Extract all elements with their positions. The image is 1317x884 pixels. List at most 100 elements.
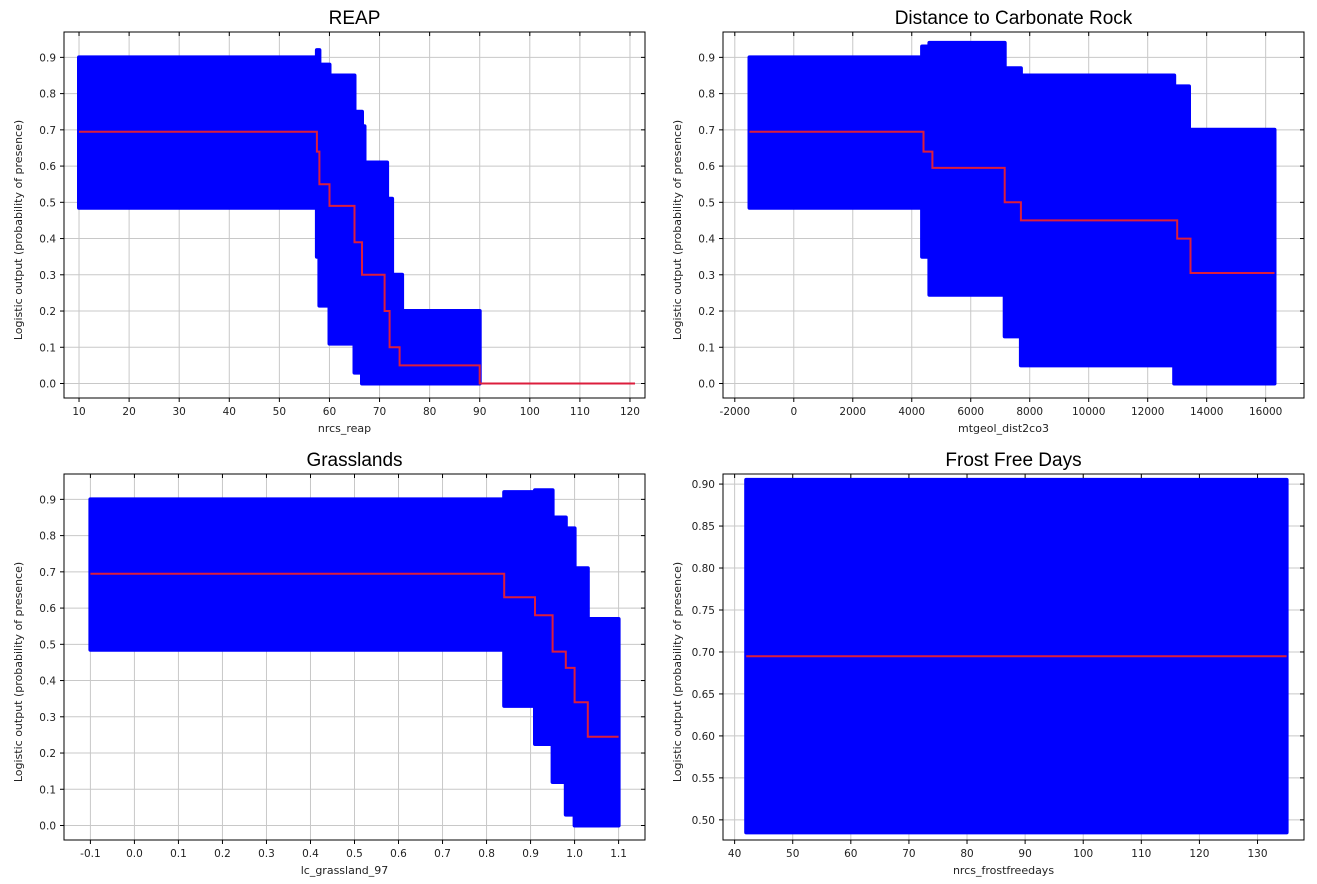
y-tick-label: 0.1 [39, 342, 56, 354]
x-tick-label: -2000 [720, 406, 751, 418]
chart-title: Grasslands [306, 450, 402, 471]
y-tick-label: 0.60 [692, 731, 715, 743]
x-tick-label: 130 [1247, 848, 1267, 860]
x-axis-label: nrcs_reap [318, 422, 371, 435]
y-tick-label: 0.9 [698, 52, 715, 64]
x-tick-label: 12000 [1131, 406, 1164, 418]
chart-panel-carbonate: Distance to Carbonate Rock -2000 0 2000 4000… [659, 0, 1317, 442]
y-tick-label: 0.75 [692, 605, 715, 617]
x-tick-label: 90 [473, 406, 486, 418]
y-tick-label: 0.3 [698, 270, 715, 282]
y-tick-label: 0.4 [39, 676, 56, 688]
x-tick-label: 90 [1018, 848, 1031, 860]
y-tick-label: 0.6 [39, 161, 56, 173]
chart-svg-frostfree: Frost Free Days 40 50 60 70 80 90 100 110 120 130 0… [671, 450, 1305, 877]
chart-svg-reap: REAP 10 20 30 40 50 60 70 80 90 100 110 120 0.0 0.1 0.2… [12, 8, 646, 435]
x-tick-label: 0.0 [126, 848, 143, 860]
x-tick-label: 0.7 [434, 848, 451, 860]
x-tick-label: 0 [790, 406, 797, 418]
confidence-band [747, 40, 1277, 386]
x-tick-label: 40 [728, 848, 741, 860]
y-tick-label: 0.5 [39, 639, 56, 651]
x-tick-label: 10000 [1072, 406, 1105, 418]
y-tick-label: 0.8 [698, 89, 715, 101]
y-tick-label: 0.0 [39, 821, 56, 833]
x-tick-label: -0.1 [80, 848, 101, 860]
y-tick-label: 0.9 [39, 494, 56, 506]
x-tick-label: 4000 [898, 406, 925, 418]
y-tick-label: 0.70 [692, 647, 715, 659]
y-tick-label: 0.2 [39, 748, 56, 760]
y-tick-label: 0.1 [39, 784, 56, 796]
chart-title: Frost Free Days [945, 450, 1081, 471]
x-tick-label: 100 [520, 406, 540, 418]
x-tick-label: 1.1 [610, 848, 627, 860]
x-tick-label: 100 [1073, 848, 1093, 860]
x-tick-label: 120 [620, 406, 640, 418]
y-tick-label: 0.8 [39, 89, 56, 101]
y-tick-label: 0.2 [39, 306, 56, 318]
chart-panel-frostfree: Frost Free Days 40 50 60 70 80 90 100 110 120 130 0… [659, 442, 1317, 884]
chart-svg-grasslands: Grasslands -0.1 0.0 0.1 0.2 0.3 0.4 0.5 0.6 0.7 0.… [12, 450, 646, 877]
x-tick-label: 50 [786, 848, 799, 860]
chart-panel-reap: REAP 10 20 30 40 50 60 70 80 90 100 110 120 0.0 0.1 0.2… [0, 0, 658, 442]
plot-frame [63, 31, 646, 399]
x-tick-label: 40 [223, 406, 236, 418]
y-tick-label: 0.6 [39, 603, 56, 615]
x-tick-label: 0.9 [522, 848, 539, 860]
x-tick-label: 10 [72, 406, 85, 418]
x-tick-label: 20 [122, 406, 135, 418]
x-tick-label: 0.3 [258, 848, 275, 860]
y-tick-label: 0.7 [698, 125, 715, 137]
y-axis-label: Logistic output (probability of presence… [671, 562, 684, 782]
y-axis-label: Logistic output (probability of presence… [12, 562, 25, 782]
x-tick-label: 0.4 [302, 848, 319, 860]
x-tick-label: 60 [323, 406, 336, 418]
y-tick-label: 0.3 [39, 270, 56, 282]
y-tick-label: 0.55 [692, 773, 715, 785]
chart-svg-carbonate: Distance to Carbonate Rock -2000 0 2000 4000… [671, 8, 1305, 435]
x-tick-label: 70 [373, 406, 386, 418]
x-axis-label: mtgeol_dist2co3 [958, 422, 1049, 435]
y-tick-label: 0.85 [692, 521, 715, 533]
x-tick-label: 0.8 [478, 848, 495, 860]
y-tick-label: 0.3 [39, 712, 56, 724]
x-tick-label: 0.6 [390, 848, 407, 860]
y-tick-label: 0.4 [39, 234, 56, 246]
x-tick-label: 110 [570, 406, 590, 418]
y-tick-label: 0.9 [39, 52, 56, 64]
x-tick-label: 80 [960, 848, 973, 860]
mean-response-line [90, 572, 619, 738]
y-tick-label: 0.5 [39, 197, 56, 209]
y-tick-label: 0.4 [698, 234, 715, 246]
x-tick-label: 120 [1189, 848, 1209, 860]
x-tick-label: 70 [902, 848, 915, 860]
x-tick-label: 2000 [839, 406, 866, 418]
x-tick-label: 6000 [957, 406, 984, 418]
x-tick-label: 14000 [1190, 406, 1223, 418]
x-tick-label: 60 [844, 848, 857, 860]
y-tick-label: 0.5 [698, 197, 715, 209]
x-axis-label: lc_grassland_97 [301, 864, 389, 877]
y-tick-label: 0.7 [39, 125, 56, 137]
x-tick-label: 0.5 [346, 848, 363, 860]
y-tick-label: 0.6 [698, 161, 715, 173]
y-tick-label: 0.50 [692, 815, 715, 827]
mean-response-line [79, 130, 635, 385]
x-tick-label: 0.2 [214, 848, 231, 860]
x-tick-label: 8000 [1016, 406, 1043, 418]
mean-response-line [749, 130, 1275, 274]
y-tick-label: 0.0 [39, 379, 56, 391]
plot-frame [722, 473, 1305, 841]
y-axis-label: Logistic output (probability of presence… [12, 120, 25, 340]
y-tick-label: 0.80 [692, 563, 715, 575]
y-tick-label: 0.8 [39, 531, 56, 543]
confidence-band [77, 48, 482, 386]
y-axis-label: Logistic output (probability of presence… [671, 120, 684, 340]
x-tick-label: 50 [273, 406, 286, 418]
y-tick-label: 0.2 [698, 306, 715, 318]
y-tick-label: 0.1 [698, 342, 715, 354]
x-tick-label: 1.0 [566, 848, 583, 860]
x-axis-label: nrcs_frostfreedays [953, 864, 1054, 877]
y-tick-label: 0.90 [692, 479, 715, 491]
